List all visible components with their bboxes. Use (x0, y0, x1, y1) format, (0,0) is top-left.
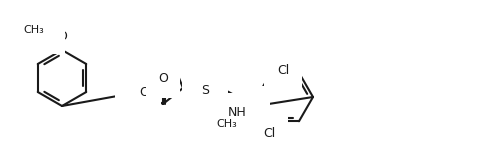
Text: Cl: Cl (263, 127, 275, 140)
Text: CH₃: CH₃ (24, 25, 45, 35)
Text: NH: NH (228, 105, 246, 118)
Text: S: S (201, 84, 209, 96)
Text: Cl: Cl (277, 64, 289, 77)
Text: CH₃: CH₃ (28, 32, 49, 42)
Text: CH₃: CH₃ (217, 119, 237, 129)
Text: O: O (43, 28, 53, 42)
Text: CH: CH (33, 32, 49, 42)
Text: O: O (158, 72, 168, 86)
Text: O: O (55, 30, 65, 44)
Text: O: O (139, 87, 149, 99)
Text: N: N (133, 84, 143, 96)
Text: O: O (57, 30, 67, 44)
Text: N: N (248, 99, 258, 111)
